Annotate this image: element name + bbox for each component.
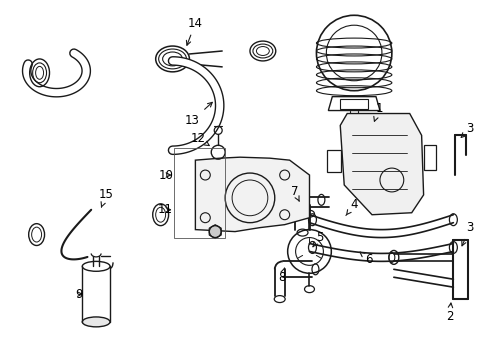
Text: 15: 15 xyxy=(99,188,113,207)
Text: 10: 10 xyxy=(158,168,173,181)
Text: 12: 12 xyxy=(190,132,209,145)
Text: 3: 3 xyxy=(461,221,473,246)
Bar xyxy=(173,148,224,238)
Bar xyxy=(423,145,435,170)
Circle shape xyxy=(209,226,221,238)
Text: 6: 6 xyxy=(359,252,372,266)
Text: 14: 14 xyxy=(186,17,203,45)
Text: 13: 13 xyxy=(184,102,212,127)
Bar xyxy=(326,150,341,172)
Polygon shape xyxy=(195,157,309,231)
Text: 8: 8 xyxy=(278,268,285,284)
Text: 5: 5 xyxy=(312,231,323,247)
Text: 4: 4 xyxy=(345,198,357,216)
Text: 2: 2 xyxy=(445,303,452,323)
Text: 9: 9 xyxy=(75,288,83,301)
Text: 1: 1 xyxy=(373,102,382,121)
Text: 3: 3 xyxy=(460,122,473,138)
Text: 7: 7 xyxy=(290,185,299,201)
Text: 11: 11 xyxy=(158,203,173,216)
Polygon shape xyxy=(340,113,423,215)
Bar xyxy=(340,99,367,109)
Ellipse shape xyxy=(82,317,110,327)
